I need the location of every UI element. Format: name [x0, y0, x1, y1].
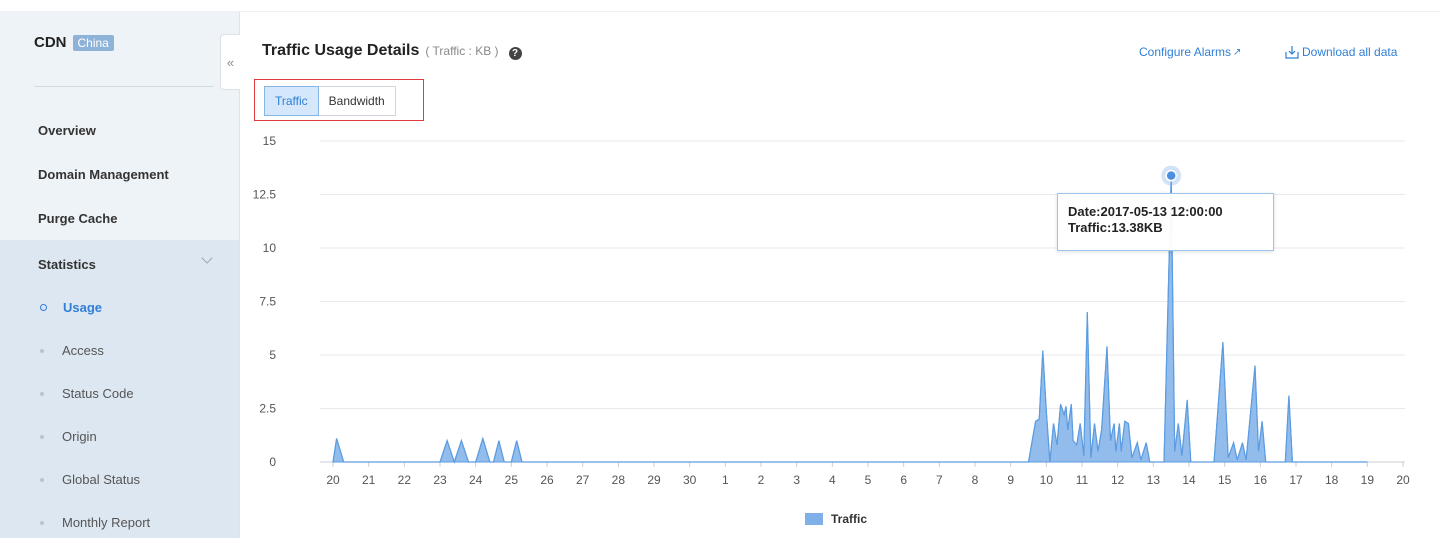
sidebar-subitem-label: Status Code [62, 386, 134, 401]
sidebar-item-statistics[interactable]: Statistics [0, 242, 239, 286]
x-tick-label: 1 [722, 473, 729, 487]
sidebar-subitem-monthly-report[interactable]: Monthly Report [0, 501, 239, 544]
x-tick-label: 17 [1289, 473, 1303, 487]
x-tick-label: 5 [865, 473, 872, 487]
chevron-down-icon [201, 252, 213, 264]
y-tick-label: 0 [269, 455, 276, 469]
sidebar-subitem-global-status[interactable]: Global Status [0, 458, 239, 501]
x-tick-label: 20 [1396, 473, 1410, 487]
download-icon [1285, 46, 1299, 59]
page-title-text: Traffic Usage Details [262, 42, 420, 59]
sidebar-subitem-access[interactable]: Access [0, 329, 239, 372]
sidebar-subitem-origin[interactable]: Origin [0, 415, 239, 458]
sidebar-item-domain-management[interactable]: Domain Management [0, 152, 239, 196]
x-tick-label: 28 [612, 473, 626, 487]
tooltip-value: Traffic:13.38KB [1068, 220, 1163, 235]
x-tick-label: 12 [1111, 473, 1125, 487]
y-tick-label: 2.5 [259, 402, 276, 416]
chart-legend[interactable]: Traffic [805, 512, 867, 526]
traffic-line-series [332, 175, 1368, 464]
download-all-link[interactable]: Download all data [1285, 45, 1397, 59]
y-tick-label: 15 [263, 134, 277, 148]
bullet-icon [40, 434, 44, 439]
brand: CDN China [34, 34, 114, 51]
tab-traffic[interactable]: Traffic [264, 86, 319, 116]
download-all-label: Download all data [1302, 45, 1398, 59]
x-tick-label: 16 [1254, 473, 1268, 487]
sidebar-subitem-label: Access [62, 343, 104, 358]
x-tick-label: 24 [469, 473, 483, 487]
sidebar-item-label: Domain Management [38, 166, 169, 182]
tab-bandwidth[interactable]: Bandwidth [318, 86, 396, 116]
y-tick-label: 10 [263, 241, 277, 255]
bullet-icon [40, 391, 44, 396]
page-title: Traffic Usage Details ( Traffic : KB ) ? [262, 42, 522, 60]
x-tick-label: 4 [829, 473, 836, 487]
page-subtitle: ( Traffic : KB ) [425, 44, 499, 58]
sidebar-subitem-label: Usage [63, 300, 103, 315]
chart-tooltip: Date:2017-05-13 12:00:00 Traffic:13.38KB [1057, 193, 1274, 251]
y-tick-label: 12.5 [253, 188, 277, 202]
sidebar-item-overview[interactable]: Overview [0, 108, 239, 152]
sidebar-subitem-label: Origin [62, 429, 97, 444]
x-tick-label: 15 [1218, 473, 1232, 487]
x-tick-label: 23 [433, 473, 447, 487]
x-tick-label: 14 [1182, 473, 1196, 487]
x-tick-label: 21 [362, 473, 376, 487]
tooltip-date: Date:2017-05-13 12:00:00 [1068, 204, 1223, 219]
configure-alarms-link[interactable]: Configure Alarms ↗ [1139, 45, 1241, 59]
sidebar-subitem-label: Global Status [62, 472, 141, 487]
x-tick-label: 10 [1040, 473, 1054, 487]
x-tick-label: 26 [540, 473, 554, 487]
x-tick-label: 2 [758, 473, 765, 487]
top-bar [0, 0, 1441, 12]
collapse-sidebar-button[interactable]: « [220, 34, 240, 90]
active-dot-icon [40, 304, 47, 311]
sidebar-item-purge-cache[interactable]: Purge Cache [0, 196, 239, 240]
sidebar-item-label: Overview [38, 122, 96, 138]
sidebar-item-label: Purge Cache [38, 210, 118, 226]
legend-label: Traffic [831, 512, 868, 526]
x-tick-label: 11 [1076, 473, 1089, 487]
x-tick-label: 19 [1361, 473, 1375, 487]
metric-tabs: Traffic Bandwidth [264, 86, 396, 116]
help-icon[interactable]: ? [508, 47, 522, 60]
tab-highlight-box [254, 79, 424, 121]
y-tick-label: 7.5 [259, 295, 276, 309]
x-tick-label: 9 [1007, 473, 1014, 487]
x-tick-label: 27 [576, 473, 590, 487]
brand-divider [34, 86, 214, 87]
bullet-icon [40, 477, 44, 482]
x-tick-label: 18 [1325, 473, 1339, 487]
x-tick-label: 25 [505, 473, 519, 487]
x-tick-label: 29 [647, 473, 661, 487]
external-link-icon: ↗ [1233, 46, 1242, 58]
x-tick-label: 30 [683, 473, 697, 487]
brand-name: CDN [34, 34, 67, 51]
legend-swatch [805, 513, 823, 525]
bullet-icon [40, 520, 44, 525]
statistics-group: Statistics Usage Access Status Code Orig… [0, 240, 239, 538]
highlight-point [1165, 169, 1177, 182]
sidebar-subitem-status-code[interactable]: Status Code [0, 372, 239, 415]
x-tick-label: 7 [936, 473, 943, 487]
x-tick-label: 22 [398, 473, 412, 487]
double-chevron-left-icon: « [226, 54, 235, 70]
bullet-icon [40, 348, 44, 353]
x-tick-label: 6 [900, 473, 907, 487]
sidebar-subitem-label: Monthly Report [62, 515, 151, 530]
x-tick-label: 20 [326, 473, 340, 487]
x-tick-label: 3 [793, 473, 800, 487]
y-tick-label: 5 [269, 348, 276, 362]
sidebar-subitem-usage[interactable]: Usage [0, 286, 239, 329]
region-badge: China [72, 34, 114, 51]
sidebar: CDN China « Overview Domain Management P… [0, 12, 240, 538]
sidebar-item-label: Statistics [38, 256, 96, 272]
configure-alarms-label: Configure Alarms [1139, 45, 1232, 59]
x-tick-label: 13 [1147, 473, 1161, 487]
x-tick-label: 8 [972, 473, 979, 487]
